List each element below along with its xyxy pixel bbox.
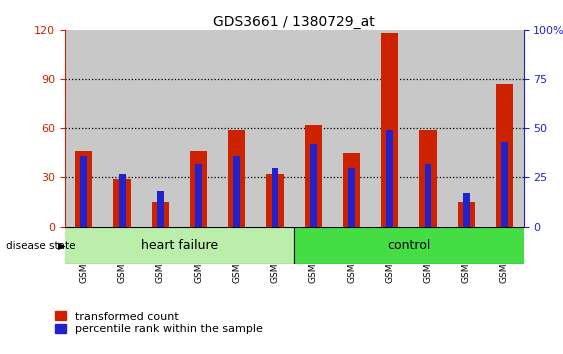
Bar xyxy=(310,144,317,227)
Legend: transformed count, percentile rank within the sample: transformed count, percentile rank withi… xyxy=(54,310,264,335)
Bar xyxy=(75,151,92,227)
Bar xyxy=(234,156,240,227)
Bar xyxy=(180,30,218,227)
Text: disease state: disease state xyxy=(6,241,75,251)
Text: control: control xyxy=(387,239,431,252)
Bar xyxy=(425,164,431,227)
Bar xyxy=(190,151,207,227)
Bar xyxy=(65,30,103,227)
Title: GDS3661 / 1380729_at: GDS3661 / 1380729_at xyxy=(213,15,375,29)
Bar xyxy=(343,153,360,227)
Bar xyxy=(332,30,370,227)
Bar xyxy=(419,130,436,227)
Bar xyxy=(501,142,508,227)
Bar xyxy=(381,33,399,227)
Bar xyxy=(294,227,524,264)
Bar xyxy=(485,30,524,227)
Bar xyxy=(370,30,409,227)
Bar xyxy=(386,130,393,227)
Bar xyxy=(266,174,284,227)
Bar xyxy=(409,30,447,227)
Bar xyxy=(114,179,131,227)
Bar xyxy=(228,130,245,227)
Bar xyxy=(294,30,332,227)
Bar xyxy=(218,30,256,227)
Bar xyxy=(119,173,126,227)
Bar xyxy=(65,227,294,264)
Bar xyxy=(152,202,169,227)
Bar xyxy=(141,30,180,227)
Bar xyxy=(447,30,485,227)
Bar xyxy=(103,30,141,227)
Bar xyxy=(463,193,470,227)
Text: ▶: ▶ xyxy=(58,241,65,251)
Bar xyxy=(81,156,87,227)
Bar xyxy=(195,164,202,227)
Bar xyxy=(348,168,355,227)
Bar xyxy=(305,125,322,227)
Bar xyxy=(271,168,279,227)
Text: heart failure: heart failure xyxy=(141,239,218,252)
Bar xyxy=(496,84,513,227)
Bar xyxy=(256,30,294,227)
Bar xyxy=(458,202,475,227)
Bar xyxy=(157,191,164,227)
